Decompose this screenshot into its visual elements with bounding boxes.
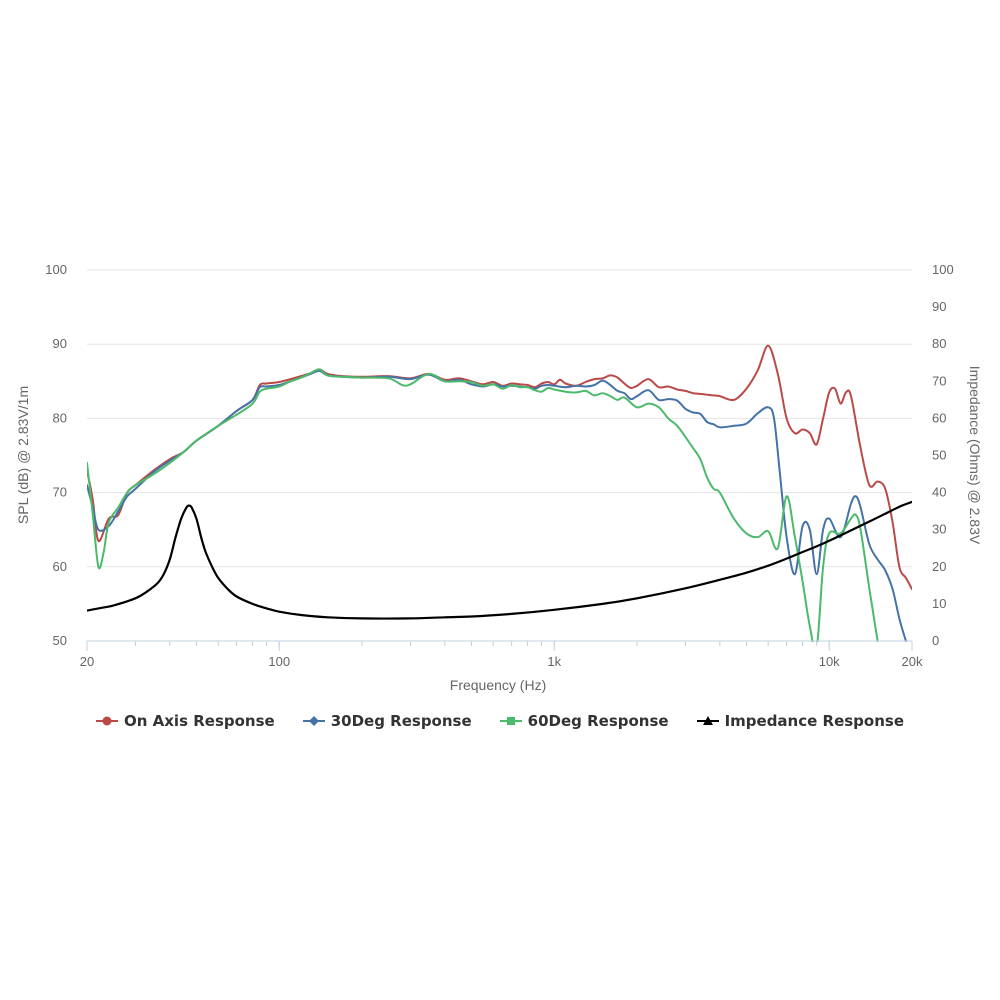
- legend-label: Impedance Response: [724, 712, 904, 730]
- y-right-tick-label: 30: [932, 522, 946, 537]
- legend-item-on-axis-response[interactable]: On Axis Response: [96, 712, 275, 730]
- legend-item-60deg-response[interactable]: 60Deg Response: [499, 712, 669, 730]
- legend-label: 60Deg Response: [527, 712, 669, 730]
- axis-ticks: 50 60 70 80 90 100 0 10 20 30 40 50 60 70 80 90 100 20 100…: [45, 262, 953, 669]
- legend-label: On Axis Response: [124, 712, 275, 730]
- legend-item-30deg-response[interactable]: 30Deg Response: [302, 712, 472, 730]
- legend-label: 30Deg Response: [330, 712, 472, 730]
- x-tick-label: 1k: [547, 654, 561, 669]
- series-line-60deg-response: [87, 368, 879, 642]
- grid-lines: [87, 269, 912, 642]
- y-right-tick-label: 50: [932, 448, 946, 463]
- legend-item-impedance-response[interactable]: Impedance Response: [696, 712, 904, 730]
- y-right-tick-label: 60: [932, 410, 946, 425]
- y-right-tick-label: 10: [932, 596, 946, 611]
- y-right-tick-label: 100: [932, 262, 954, 277]
- y-right-tick-label: 90: [932, 299, 946, 314]
- y-right-tick-label: 80: [932, 336, 946, 351]
- series-line-impedance-response: [87, 500, 912, 620]
- triangle-marker-icon: [696, 716, 719, 725]
- series-line-30deg-response: [87, 369, 907, 642]
- y-left-tick-label: 90: [53, 336, 67, 351]
- x-axis-title: Frequency (Hz): [450, 677, 546, 693]
- y-right-tick-label: 40: [932, 485, 946, 500]
- legend: On Axis Response 30Deg Response 60Deg Resp…: [0, 712, 1000, 730]
- y-axis-left-title: SPL (dB) @ 2.83V/1m: [15, 386, 31, 524]
- x-tick-label: 10k: [819, 654, 840, 669]
- y-left-tick-label: 70: [53, 485, 67, 500]
- y-axis-right-title: Impedance (Ohms) @ 2.83V: [967, 366, 983, 545]
- x-tick-label: 20: [80, 654, 94, 669]
- y-left-tick-label: 50: [53, 633, 67, 648]
- y-right-tick-label: 0: [932, 633, 939, 648]
- x-tick-label: 20k: [902, 654, 923, 669]
- y-right-tick-label: 70: [932, 373, 946, 388]
- square-marker-icon: [499, 717, 522, 725]
- y-left-tick-label: 100: [45, 262, 67, 277]
- y-right-tick-label: 20: [932, 559, 946, 574]
- diamond-marker-icon: [302, 716, 325, 726]
- circle-marker-icon: [96, 716, 118, 726]
- y-left-tick-label: 80: [53, 410, 67, 425]
- plot-area: [87, 344, 912, 642]
- x-tick-label: 100: [268, 654, 290, 669]
- y-left-tick-label: 60: [53, 559, 67, 574]
